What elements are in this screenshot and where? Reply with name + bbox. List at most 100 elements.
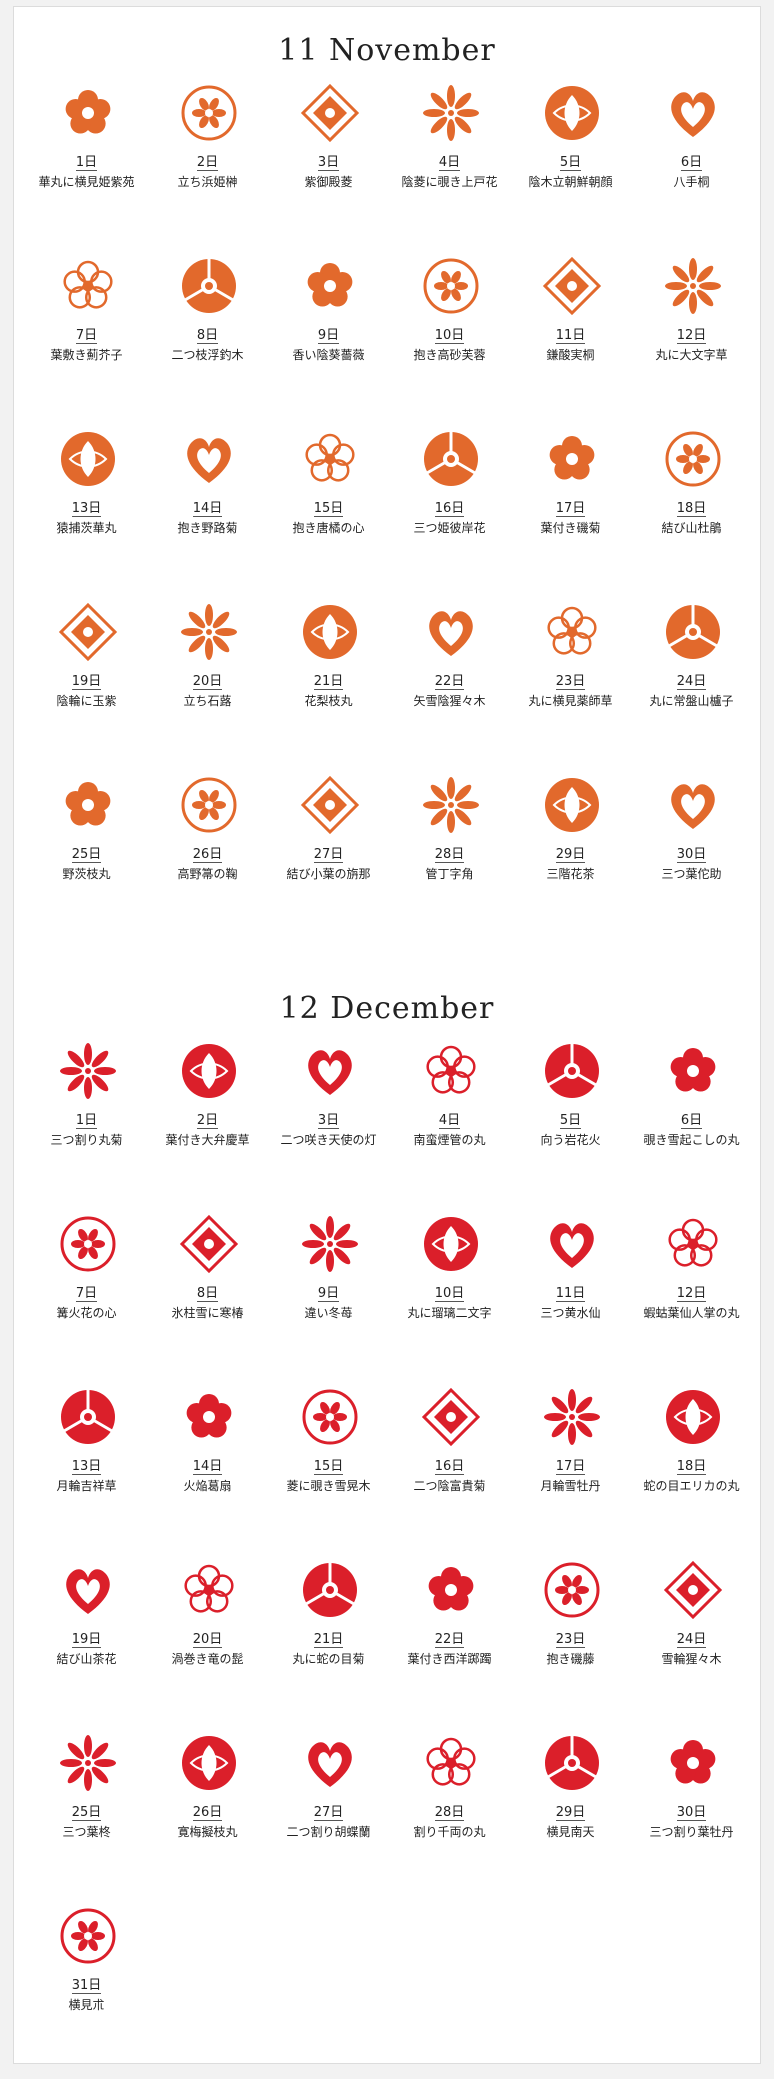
crest-cell: 2日 立ち浜姫榊	[147, 83, 268, 256]
wabisuke-crest-icon	[663, 775, 723, 835]
day-label: 27日	[313, 847, 344, 863]
crest-name: 丸に横見薬師草	[528, 694, 613, 708]
crest-name: 二つ陰富貴菊	[413, 1479, 486, 1493]
crest-name: 抱き野路菊	[177, 521, 238, 535]
nandina-crest-icon	[542, 1733, 602, 1793]
crest-name: 南蛮煙管の丸	[413, 1133, 486, 1147]
crest-cell: 29日 三階花茶	[510, 775, 631, 948]
diamond-crest-icon	[421, 83, 481, 143]
fan-crest-icon	[179, 1387, 239, 1447]
crest-cell: 23日 抱き磯藤	[510, 1560, 631, 1733]
quince-crest-icon	[300, 602, 360, 662]
sasanqua-knot-crest-icon	[58, 1560, 118, 1620]
narcissus-crest-icon	[542, 1214, 602, 1274]
sakaki-crest-icon	[179, 83, 239, 143]
crest-name: 立ち石蕗	[183, 694, 232, 708]
day-label: 13日	[71, 1459, 102, 1475]
crest-cell: 3日 紫御殿菱	[268, 83, 389, 256]
day-label: 9日	[317, 1286, 340, 1302]
crest-name: 結び山杜鵑	[661, 521, 722, 535]
december-grid: 1日 三つ割り丸菊 2日 葉付き大弁慶草 3日 二つ咲き天使の灯 4日 南蛮煙管の丸 5日 向う岩…	[26, 1041, 752, 2079]
crest-cell: 25日 三つ葉柊	[26, 1733, 147, 1906]
crest-cell: 3日二つ咲き天使の灯	[268, 1041, 389, 1214]
day-label: 14日	[192, 501, 223, 517]
crest-cell: 5日 陰木立朝鮮朝顔	[510, 83, 631, 256]
day-label: 9日	[317, 328, 340, 344]
crest-name: 抱き唐橘の心	[292, 521, 365, 535]
crest-name: 違い冬苺	[304, 1306, 353, 1320]
day-label: 18日	[676, 1459, 707, 1475]
camellia-crest-icon	[542, 775, 602, 835]
crest-cell: 9日違い冬苺	[268, 1214, 389, 1387]
bead-circle-crest-icon	[421, 1214, 481, 1274]
circle-blossom-crest-icon	[542, 602, 602, 662]
crest-cell: 20日 立ち石蕗	[147, 602, 268, 775]
crest-cell: 27日 二つ割り胡蝶蘭	[268, 1733, 389, 1906]
crest-cell: 19日 結び山茶花	[26, 1560, 147, 1733]
crest-cell: 17日 月輪雪牡丹	[510, 1387, 631, 1560]
crest-name: 陰輪に玉紫	[56, 694, 117, 708]
day-label: 18日	[676, 501, 707, 517]
day-label: 26日	[192, 1805, 223, 1821]
day-label: 22日	[434, 674, 465, 690]
crest-cell: 6日 覗き雪起こしの丸	[631, 1041, 752, 1214]
crest-name: 三つ葉柊	[62, 1825, 111, 1839]
day-label: 17日	[555, 501, 586, 517]
paulownia-crest-icon	[663, 83, 723, 143]
rose-crest-icon	[300, 256, 360, 316]
crest-cell: 16日 三つ姫彼岸花	[389, 429, 510, 602]
swirl-crest-icon	[179, 1560, 239, 1620]
day-label: 13日	[71, 501, 102, 517]
day-label: 29日	[555, 1805, 586, 1821]
crest-cell: 10日 丸に瑠璃二文字	[389, 1214, 510, 1387]
crest-name: 立ち浜姫榊	[177, 175, 238, 189]
crest-name: 二つ咲き天使の灯	[280, 1133, 377, 1147]
crest-name: 紫御殿菱	[304, 175, 353, 189]
sedum-crest-icon	[179, 1041, 239, 1101]
crest-name: 渦巻き竜の髭	[171, 1652, 244, 1666]
berry-wreath-crest-icon	[179, 1733, 239, 1793]
crest-cell: 4日陰菱に覗き上戸花	[389, 83, 510, 256]
day-label: 23日	[555, 674, 586, 690]
crest-name: 丸に蛇の目菊	[292, 1652, 365, 1666]
double-chrysanthemum-crest-icon	[421, 1387, 481, 1447]
day-label: 15日	[313, 501, 344, 517]
crest-cell: 11日 三つ黄水仙	[510, 1214, 631, 1387]
day-label: 21日	[313, 1632, 344, 1648]
crest-cell: 7日 篝火花の心	[26, 1214, 147, 1387]
crest-name: 野茨枝丸	[62, 867, 111, 881]
crest-name: 蝦蛄葉仙人掌の丸	[643, 1306, 740, 1320]
day-label: 4日	[438, 155, 461, 171]
crest-cell: 24日 丸に常盤山櫨子	[631, 602, 752, 775]
day-label: 16日	[434, 1459, 465, 1475]
crest-name: 陰木立朝鮮朝顔	[528, 175, 613, 189]
lycoris-crest-icon	[421, 429, 481, 489]
crescent-snow-crest-icon	[542, 1387, 602, 1447]
crest-name: 陰菱に覗き上戸花	[401, 175, 498, 189]
crest-name: 葉敷き薊芥子	[50, 348, 123, 362]
crest-name: 高野箒の鞠	[177, 867, 238, 881]
crest-cell: 26日 寛梅擬枝丸	[147, 1733, 268, 1906]
lily-crest-icon	[300, 83, 360, 143]
month-title-december: 12 December	[279, 991, 495, 1026]
crest-cell: 10日 抱き高砂芙蓉	[389, 256, 510, 429]
day-label: 11日	[555, 328, 586, 344]
crest-cell: 21日丸に蛇の目菊	[268, 1560, 389, 1733]
crest-cell: 18日 蛇の目エリカの丸	[631, 1387, 752, 1560]
day-label: 12日	[676, 328, 707, 344]
day-label: 4日	[438, 1113, 461, 1129]
day-label: 8日	[196, 1286, 219, 1302]
day-label: 5日	[559, 1113, 582, 1129]
leafy-chrysanthemum-crest-icon	[542, 429, 602, 489]
crest-cell: 18日結び山杜鵑	[631, 429, 752, 602]
day-label: 19日	[71, 1632, 102, 1648]
day-label: 3日	[317, 1113, 340, 1129]
crest-cell: 9日 香い陰葵薔薇	[268, 256, 389, 429]
azalea-crest-icon	[421, 1560, 481, 1620]
cyclamen-heart-crest-icon	[58, 1214, 118, 1274]
day-label: 25日	[71, 847, 102, 863]
diamond-peek-crest-icon	[300, 1387, 360, 1447]
crest-cell: 31日 横見朮	[26, 1906, 147, 2079]
crest-cell: 12日 蝦蛄葉仙人掌の丸	[631, 1214, 752, 1387]
square-clove-crest-icon	[421, 775, 481, 835]
